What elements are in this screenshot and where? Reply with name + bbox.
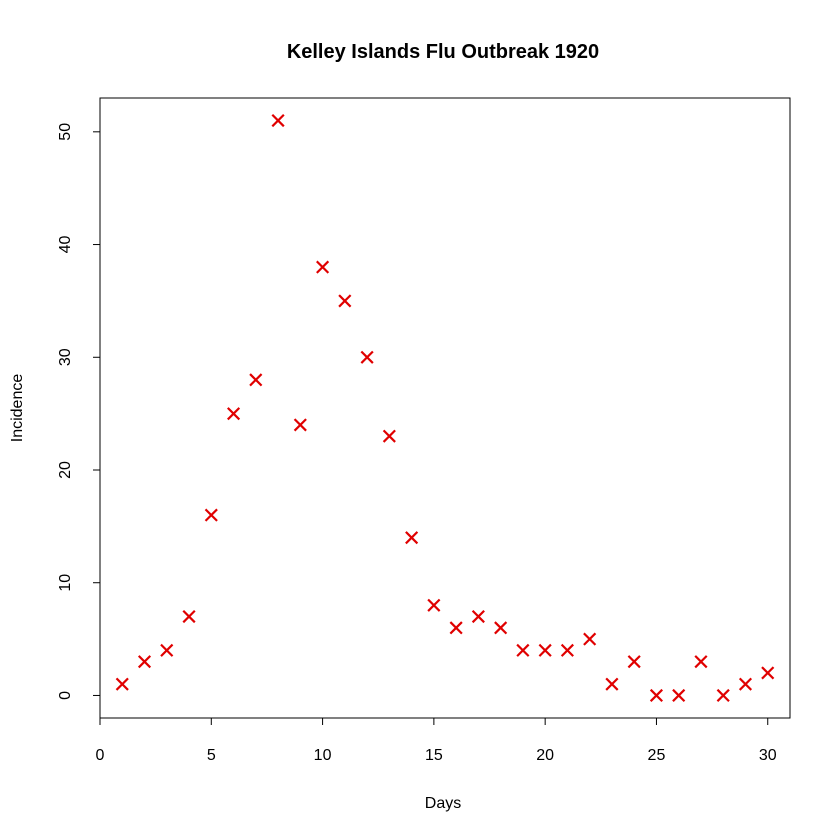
- data-point: [716, 688, 730, 703]
- data-point: [516, 643, 530, 657]
- data-point: [761, 666, 775, 680]
- data-point: [471, 609, 485, 624]
- data-point: [382, 429, 396, 443]
- x-tick-label: 20: [536, 747, 554, 764]
- y-tick-label: 50: [57, 123, 74, 141]
- data-point: [293, 418, 307, 432]
- data-point: [427, 598, 441, 612]
- data-point: [605, 677, 619, 691]
- data-point: [182, 609, 196, 624]
- x-axis-ticks: 0 5 10 15 20 25 30: [96, 718, 777, 764]
- data-point: [627, 655, 641, 669]
- y-axis-ticks: 0 10 20 30 40 50: [57, 123, 100, 700]
- data-point: [115, 677, 129, 691]
- x-axis-label: Days: [425, 795, 461, 812]
- data-point: [160, 643, 174, 657]
- y-axis-label: Incidence: [9, 374, 26, 443]
- x-tick-label: 5: [207, 747, 216, 764]
- data-point: [649, 688, 664, 703]
- y-tick-label: 40: [57, 236, 74, 254]
- data-point: [494, 621, 508, 635]
- data-point: [338, 294, 352, 308]
- plot-frame: [99, 97, 791, 719]
- x-tick-label: 0: [96, 747, 105, 764]
- y-tick-label: 20: [57, 461, 74, 479]
- x-tick-label: 30: [759, 747, 777, 764]
- x-tick-label: 25: [648, 747, 666, 764]
- data-point: [449, 621, 463, 635]
- data-point: [204, 508, 218, 522]
- x-tick-label: 10: [314, 747, 332, 764]
- data-point: [226, 407, 241, 421]
- data-point: [560, 643, 574, 657]
- data-point: [738, 677, 753, 691]
- data-point: [538, 643, 552, 657]
- data-point: [316, 260, 330, 274]
- data-point: [405, 531, 419, 545]
- y-tick-label: 10: [57, 574, 74, 592]
- data-point: [271, 113, 285, 128]
- data-point: [583, 632, 597, 646]
- data-point: [694, 655, 708, 669]
- x-tick-label: 15: [425, 747, 443, 764]
- chart-title: Kelley Islands Flu Outbreak 1920: [287, 41, 599, 63]
- data-point: [672, 688, 686, 703]
- data-point: [249, 373, 263, 387]
- data-point: [137, 655, 152, 669]
- data-point: [360, 350, 374, 364]
- y-tick-label: 0: [57, 691, 74, 700]
- data-points: [115, 113, 775, 703]
- y-tick-label: 30: [57, 348, 74, 366]
